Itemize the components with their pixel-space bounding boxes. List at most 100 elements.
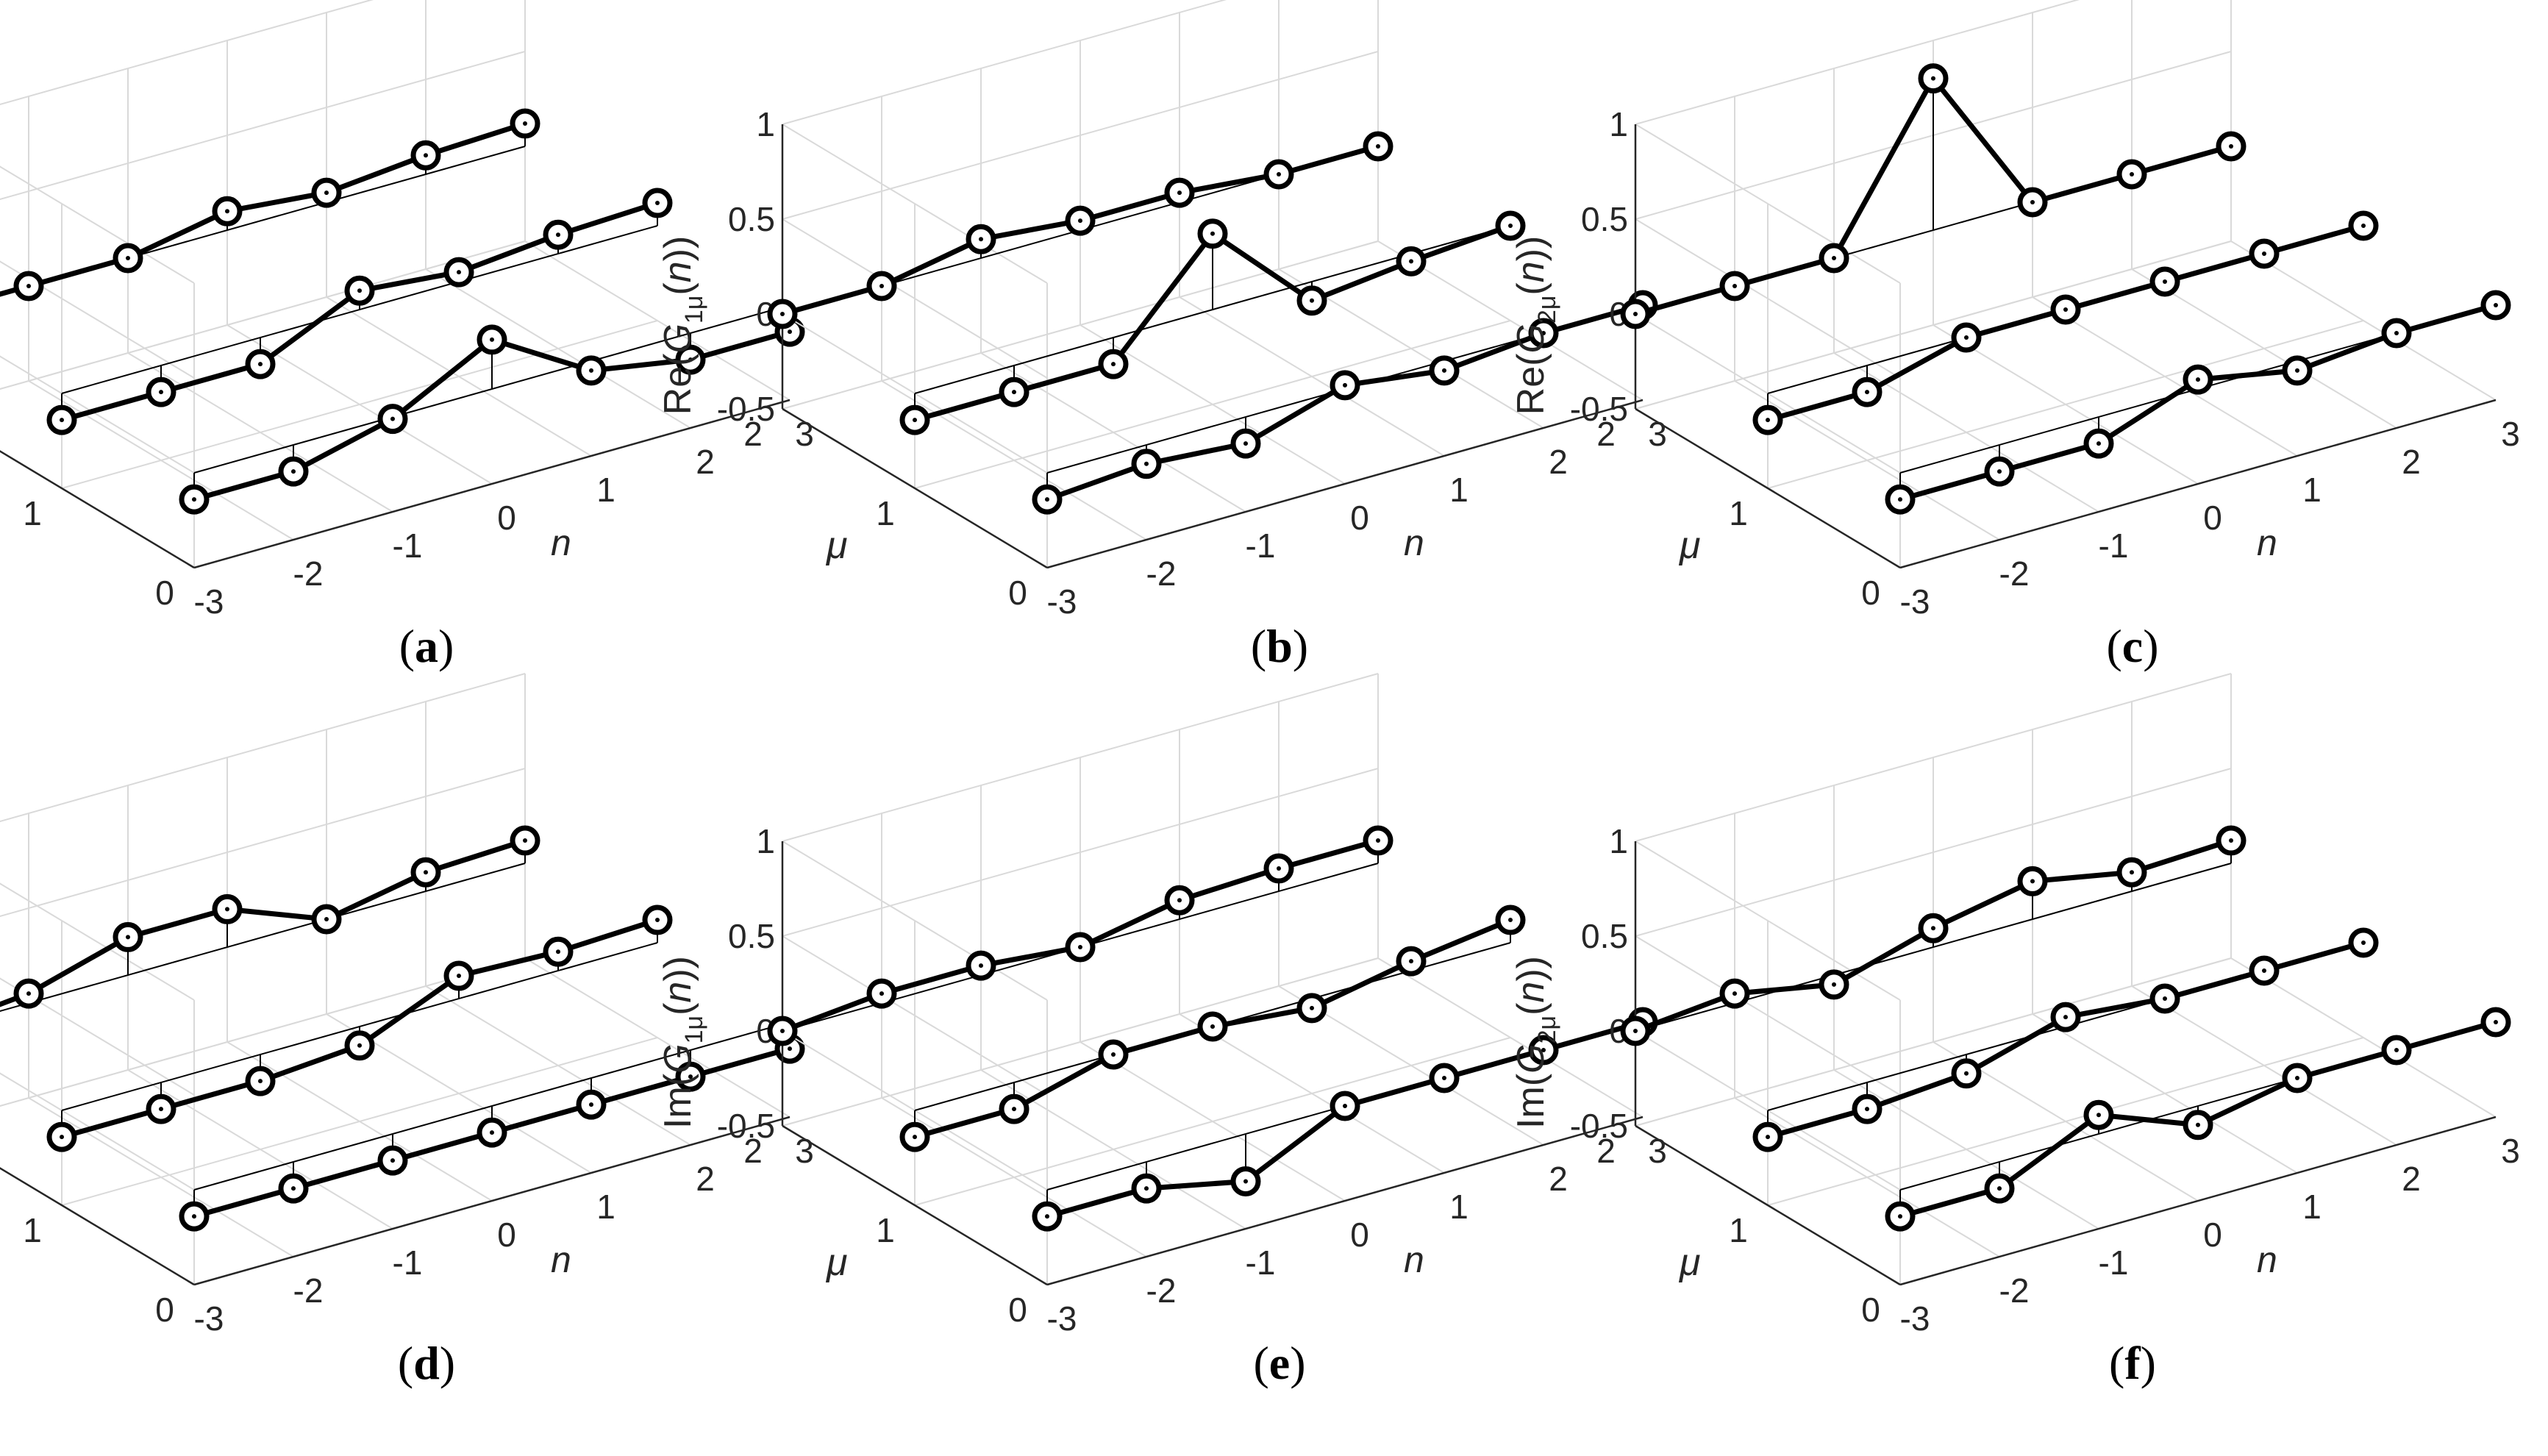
z-axis-title: Im(G2μ(n)) [1510, 956, 1561, 1129]
n-tick-label: 1 [1449, 1188, 1469, 1226]
data-point-dot [2262, 251, 2266, 256]
n-tick-label: -3 [194, 1299, 224, 1338]
data-point-dot [1111, 1052, 1116, 1057]
z-axis-title: Re(G2μ(n)) [1510, 236, 1561, 415]
series-mu-1 [1752, 210, 2379, 435]
data-point-dot [490, 1130, 494, 1135]
data-point-dot [2196, 1122, 2200, 1127]
data-point-dot [1732, 991, 1737, 996]
n-axis-line [193, 1116, 791, 1286]
n-tick-label: 0 [2203, 499, 2222, 537]
n-tick-label: 0 [1350, 1216, 1369, 1254]
series-mu-1 [899, 210, 1526, 435]
grid-line-z-left [782, 935, 1048, 1096]
mu-tick-label: 1 [1729, 494, 1748, 532]
data-point-dot [2394, 1048, 2399, 1052]
z-tick-label: -0.5 [717, 390, 775, 428]
n-tick-label: 3 [2501, 1132, 2520, 1170]
data-point-dot [258, 1079, 263, 1084]
grid-line-z-left [0, 165, 195, 284]
data-point-dot [424, 153, 428, 158]
data-point-dot [1442, 368, 1446, 373]
n-tick-label: -1 [1246, 527, 1276, 565]
z-tick-label: 1 [756, 822, 775, 860]
data-point-dot [2361, 941, 2366, 945]
series-mu-0 [1032, 1007, 1658, 1232]
z-tick-label: 0.5 [1581, 200, 1628, 238]
n-tick-label: -1 [1246, 1243, 1276, 1282]
data-point-dot [1541, 1048, 1546, 1052]
mu-tick-label: 1 [23, 494, 42, 532]
data-point-dot [2394, 331, 2399, 335]
mu-tick-label: 0 [1008, 574, 1027, 612]
data-point-dot [589, 1102, 593, 1107]
grid-line-z-left [782, 124, 1048, 284]
data-point-dot [1865, 1107, 1869, 1112]
data-point-dot [780, 1029, 785, 1033]
series-mu-2 [767, 131, 1393, 329]
data-point-dot [192, 1214, 196, 1219]
axes-c [1634, 124, 2497, 569]
grid-line-z-back [782, 0, 1227, 125]
data-point-dot [2163, 279, 2167, 284]
data-point-dot [1078, 218, 1082, 224]
data-point-dot [2494, 303, 2498, 307]
data-point-dot [225, 209, 229, 214]
panel-caption-e: (e) [1253, 1337, 1305, 1389]
z-tick-label: 0.5 [728, 200, 775, 238]
data-point-dot [2163, 996, 2167, 1001]
n-axis-line [1046, 1116, 1644, 1286]
grid-line-z-left [0, 1167, 195, 1285]
baseline [0, 863, 526, 1013]
grid-line-z-left [782, 841, 1048, 1001]
data-point-dot [1541, 331, 1546, 335]
data-point-dot [879, 991, 884, 996]
grid-line-z-back [1635, 768, 2232, 937]
data-point-dot [913, 1135, 917, 1140]
data-point-dot [225, 907, 229, 912]
n-tick-label: 3 [1648, 1132, 1667, 1170]
series-mu-1 [46, 904, 673, 1152]
data-point-dot [390, 416, 395, 421]
data-point-dot [2229, 838, 2233, 843]
data-point-dot [1964, 1071, 1969, 1076]
baseline [0, 146, 526, 296]
mu-axis-line [782, 1124, 1048, 1286]
data-point-dot [1376, 838, 1380, 843]
data-point-dot [1144, 1186, 1149, 1191]
data-point-dot [490, 337, 494, 342]
grid-line-z-left [0, 882, 195, 1001]
n-tick-label: 3 [795, 1132, 814, 1170]
n-tick-label: -2 [1999, 554, 2030, 593]
data-point-dot [2361, 224, 2366, 228]
data-point-dot [1012, 1107, 1016, 1112]
mu-tick-label: 0 [1861, 1291, 1880, 1329]
mu-axis-line [0, 450, 195, 569]
data-point-dot [655, 201, 660, 206]
grid-line-z-back [0, 0, 374, 106]
grid-line-z-back [1635, 957, 2232, 1127]
grid-line-mu [914, 320, 1511, 489]
n-tick-label: 3 [1648, 415, 1667, 453]
data-point-dot [2229, 144, 2233, 149]
data-point-dot [324, 917, 329, 921]
n-tick-label: 1 [2302, 1188, 2322, 1226]
data-point-dot [26, 284, 31, 288]
data-point-dot [655, 918, 660, 923]
data-point-dot [1732, 284, 1737, 288]
n-tick-label: -2 [293, 1271, 324, 1310]
data-point-dot [159, 1107, 163, 1112]
data-point-dot [913, 418, 917, 423]
data-point-dot [1078, 945, 1082, 949]
data-point-dot [1177, 190, 1182, 196]
n-axis-title: n [1404, 1239, 1424, 1280]
data-point-dot [258, 362, 263, 367]
data-point-dot [1508, 224, 1513, 228]
panel-caption-d: (d) [398, 1337, 455, 1389]
data-point-dot [2096, 441, 2101, 446]
data-point-dot [424, 870, 428, 875]
n-tick-label: -1 [393, 527, 423, 565]
series-mu-1 [46, 188, 673, 435]
